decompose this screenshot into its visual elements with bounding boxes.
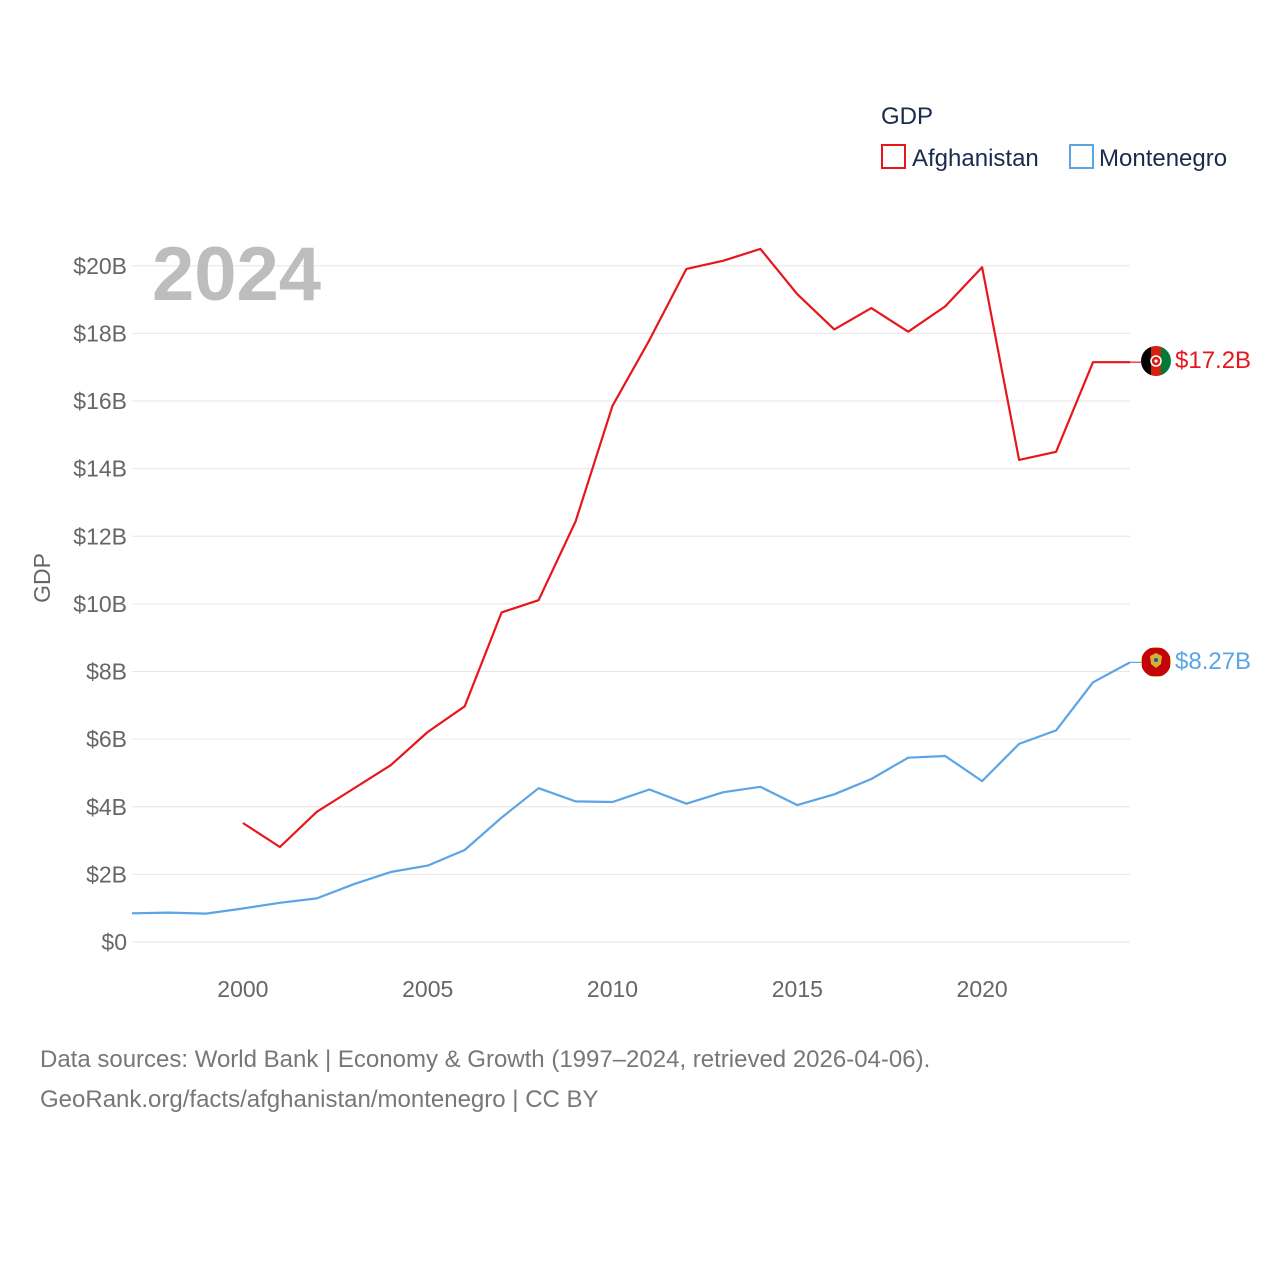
- y-tick-label: $18B: [73, 320, 127, 346]
- afghanistan-flag-icon: [1141, 346, 1171, 376]
- data-source-line: Data sources: World Bank | Economy & Gro…: [40, 1046, 931, 1073]
- y-tick-label: $0: [101, 929, 127, 955]
- x-axis: 2000 2005 2010 2015 2020: [217, 976, 1007, 1002]
- y-tick-label: $20B: [73, 253, 127, 279]
- y-axis-title: GDP: [29, 553, 55, 603]
- y-tick-label: $2B: [86, 861, 127, 887]
- y-tick-label: $6B: [86, 726, 127, 752]
- y-tick-label: $12B: [73, 523, 127, 549]
- afghanistan-end-value: $17.2B: [1175, 347, 1251, 374]
- y-tick-label: $14B: [73, 456, 127, 482]
- y-tick-label: $10B: [73, 591, 127, 617]
- legend-title: GDP: [881, 103, 933, 130]
- legend-label-afghanistan[interactable]: Afghanistan: [912, 145, 1039, 172]
- legend: GDP Afghanistan Montenegro: [881, 103, 1227, 172]
- footer: Data sources: World Bank | Economy & Gro…: [40, 1040, 930, 1120]
- series-layer: [131, 247, 1141, 915]
- legend-swatch-afghanistan[interactable]: [881, 144, 906, 169]
- legend-swatch-montenegro[interactable]: [1069, 144, 1094, 169]
- gdp-line-chart: $0 $2B $4B $6B $8B $10B $12B $14B $16B $18B $20B 2…: [29, 103, 1251, 1002]
- x-tick-label: 2015: [772, 976, 823, 1002]
- y-tick-label: $8B: [86, 659, 127, 685]
- y-tick-label: $16B: [73, 388, 127, 414]
- series-line-afghanistan[interactable]: [242, 247, 1130, 849]
- y-tick-label: $4B: [86, 794, 127, 820]
- montenegro-end-value: $8.27B: [1175, 648, 1251, 675]
- grid-lines: [132, 265, 1130, 943]
- x-tick-label: 2020: [957, 976, 1008, 1002]
- montenegro-flag-icon: [1141, 647, 1171, 677]
- year-label: 2024: [152, 232, 321, 317]
- attribution-line: GeoRank.org/facts/afghanistan/montenegro…: [40, 1086, 599, 1113]
- x-tick-label: 2005: [402, 976, 453, 1002]
- legend-label-montenegro[interactable]: Montenegro: [1099, 145, 1227, 172]
- x-tick-label: 2000: [217, 976, 268, 1002]
- series-line-montenegro[interactable]: [131, 661, 1131, 915]
- y-axis: $0 $2B $4B $6B $8B $10B $12B $14B $16B $18B $20B: [73, 253, 127, 955]
- x-tick-label: 2010: [587, 976, 638, 1002]
